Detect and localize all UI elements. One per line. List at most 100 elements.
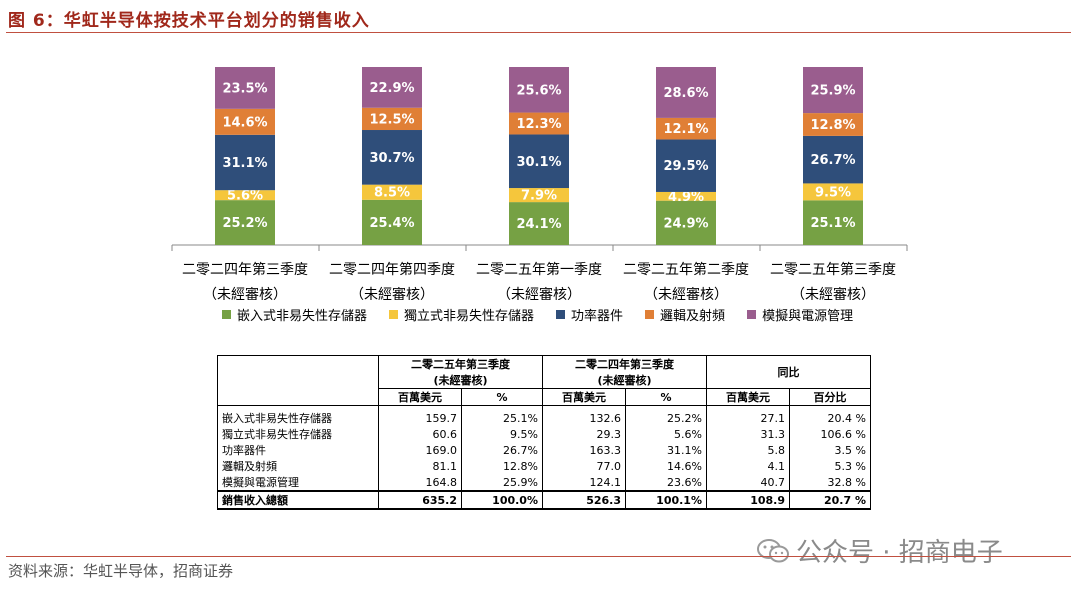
data-label: 24.1% bbox=[516, 217, 561, 232]
bar-segment bbox=[362, 107, 422, 131]
table-cell: 124.1 bbox=[542, 474, 626, 491]
table-cell: 77.0 bbox=[542, 458, 626, 474]
data-label: 12.5% bbox=[369, 112, 414, 127]
table-cell: 31.1% bbox=[625, 442, 707, 458]
legend-label: 邏輯及射頻 bbox=[660, 309, 726, 324]
total-label: 銷售收入總額 bbox=[217, 490, 379, 510]
group-header-line: 同比 bbox=[777, 366, 800, 379]
total-cell: 635.2 bbox=[378, 490, 462, 510]
table-row: 邏輯及射頻 81.1 12.8% 77.0 14.6% 4.1 5.3 % bbox=[217, 458, 871, 474]
table-spacer-row bbox=[217, 405, 871, 410]
x-tick-label: 二零二五年第二季度 bbox=[623, 261, 749, 278]
data-label: 24.9% bbox=[663, 216, 708, 231]
table-cell: 3.5 % bbox=[789, 442, 871, 458]
table-cell: 163.3 bbox=[542, 442, 626, 458]
table-cell: 12.8% bbox=[461, 458, 543, 474]
legend-label: 功率器件 bbox=[571, 309, 624, 324]
data-label: 28.6% bbox=[663, 86, 708, 101]
bar-segment bbox=[509, 67, 569, 113]
row-label: 邏輯及射頻 bbox=[217, 458, 379, 474]
total-cell: 20.7 % bbox=[789, 490, 871, 510]
table-cell: 5.3 % bbox=[789, 458, 871, 474]
table-cell: 40.7 bbox=[706, 474, 790, 491]
table-total-row: 銷售收入總額 635.2 100.0% 526.3 100.1% 108.9 20.7 % bbox=[217, 490, 871, 510]
bar-segment bbox=[509, 112, 569, 135]
data-label: 5.6% bbox=[227, 189, 263, 204]
legend-item: 功率器件 bbox=[556, 305, 623, 324]
bar-segment bbox=[362, 130, 422, 185]
table-cell: 32.8 % bbox=[789, 474, 871, 491]
data-label: 25.6% bbox=[516, 83, 561, 98]
table-row: 功率器件 169.0 26.7% 163.3 31.1% 5.8 3.5 % bbox=[217, 442, 871, 458]
data-label: 25.1% bbox=[810, 216, 855, 231]
legend-item: 獨立式非易失性存儲器 bbox=[389, 305, 534, 324]
legend-swatch bbox=[389, 310, 399, 319]
total-cell: 100.0% bbox=[461, 490, 543, 510]
table-cell: 27.1 bbox=[706, 410, 790, 426]
row-label: 模擬與電源管理 bbox=[217, 474, 379, 491]
table-row: 嵌入式非易失性存儲器 159.7 25.1% 132.6 25.2% 27.1 20.4 % bbox=[217, 410, 871, 426]
data-label: 8.5% bbox=[374, 186, 410, 201]
row-label: 嵌入式非易失性存儲器 bbox=[217, 410, 379, 426]
table-cell: 20.4 % bbox=[789, 410, 871, 426]
figure-title: 图 6：华虹半导体按技术平台划分的销售收入 bbox=[8, 11, 370, 31]
table-cell: 5.6% bbox=[625, 426, 707, 442]
bar-segment bbox=[656, 191, 716, 201]
table-cell: 169.0 bbox=[378, 442, 462, 458]
x-tick-label: （未經審核） bbox=[350, 287, 434, 300]
table-cell: 164.8 bbox=[378, 474, 462, 491]
table-cell: 25.9% bbox=[461, 474, 543, 491]
legend-item: 模擬與電源管理 bbox=[747, 305, 853, 324]
group-header-line: 二零二四年第三季度 bbox=[575, 358, 674, 371]
stacked-bar-chart: 25.2% 5.6% 31.1% 14.6% 23.5% 二零二四年第三季度 （未經審核） 2… bbox=[171, 67, 908, 300]
x-tick-label: （未經審核） bbox=[644, 287, 728, 300]
bar-segment bbox=[803, 183, 863, 201]
legend-label: 嵌入式非易失性存儲器 bbox=[237, 309, 368, 324]
row-label: 功率器件 bbox=[217, 442, 379, 458]
data-label: 7.9% bbox=[521, 189, 557, 204]
table-cell: 26.7% bbox=[461, 442, 543, 458]
bar-segment bbox=[803, 135, 863, 184]
bar-segment bbox=[509, 134, 569, 189]
table-cell: 31.3 bbox=[706, 426, 790, 442]
group-header-line: 二零二五年第三季度 bbox=[411, 358, 510, 371]
data-label: 12.1% bbox=[663, 122, 708, 137]
total-cell: 526.3 bbox=[542, 490, 626, 510]
data-label: 25.9% bbox=[810, 84, 855, 99]
revenue-table-container: 二零二五年第三季度 (未經審核) 二零二四年第三季度 (未經審核) 同比 百萬美… bbox=[217, 355, 871, 510]
bar-segment bbox=[803, 113, 863, 136]
data-label: 23.5% bbox=[222, 81, 267, 96]
table-row: 獨立式非易失性存儲器 60.6 9.5% 29.3 5.6% 31.3 106.6 % bbox=[217, 426, 871, 442]
bar-segment bbox=[215, 134, 275, 191]
group-header-line: (未經審核) bbox=[597, 374, 652, 387]
legend-item: 嵌入式非易失性存儲器 bbox=[222, 305, 367, 324]
bar-segment bbox=[656, 67, 716, 118]
data-label: 12.8% bbox=[810, 118, 855, 133]
bar-segment bbox=[362, 184, 422, 200]
bar-segment bbox=[509, 188, 569, 203]
data-label: 25.4% bbox=[369, 216, 414, 231]
x-tick-label: 二零二四年第三季度 bbox=[182, 261, 308, 278]
data-label: 29.5% bbox=[663, 159, 708, 174]
revenue-table: 二零二五年第三季度 (未經審核) 二零二四年第三季度 (未經審核) 同比 百萬美… bbox=[217, 355, 871, 510]
bar-segment bbox=[656, 200, 716, 245]
table-sub-header: 百萬美元 bbox=[706, 388, 790, 406]
table-sub-header: 百萬美元 bbox=[378, 388, 462, 406]
table-sub-header: % bbox=[461, 388, 543, 406]
total-cell: 108.9 bbox=[706, 490, 790, 510]
table-sub-header: 百分比 bbox=[789, 388, 871, 406]
legend-swatch bbox=[222, 310, 231, 319]
table-cell: 23.6% bbox=[625, 474, 707, 491]
watermark-text: 公众号 · 招商电子 bbox=[796, 538, 1003, 568]
table-cell: 5.8 bbox=[706, 442, 790, 458]
data-label: 30.7% bbox=[369, 151, 414, 166]
table-row: 模擬與電源管理 164.8 25.9% 124.1 23.6% 40.7 32.8 % bbox=[217, 474, 871, 491]
table-cell: 132.6 bbox=[542, 410, 626, 426]
bar-segment bbox=[215, 67, 275, 109]
x-tick-label: 二零二五年第一季度 bbox=[476, 261, 602, 278]
row-label: 獨立式非易失性存儲器 bbox=[217, 426, 379, 442]
legend-item: 邏輯及射頻 bbox=[645, 305, 725, 324]
legend-label: 模擬與電源管理 bbox=[762, 309, 854, 324]
bar-segment bbox=[656, 139, 716, 192]
table-sub-header: % bbox=[625, 388, 707, 406]
